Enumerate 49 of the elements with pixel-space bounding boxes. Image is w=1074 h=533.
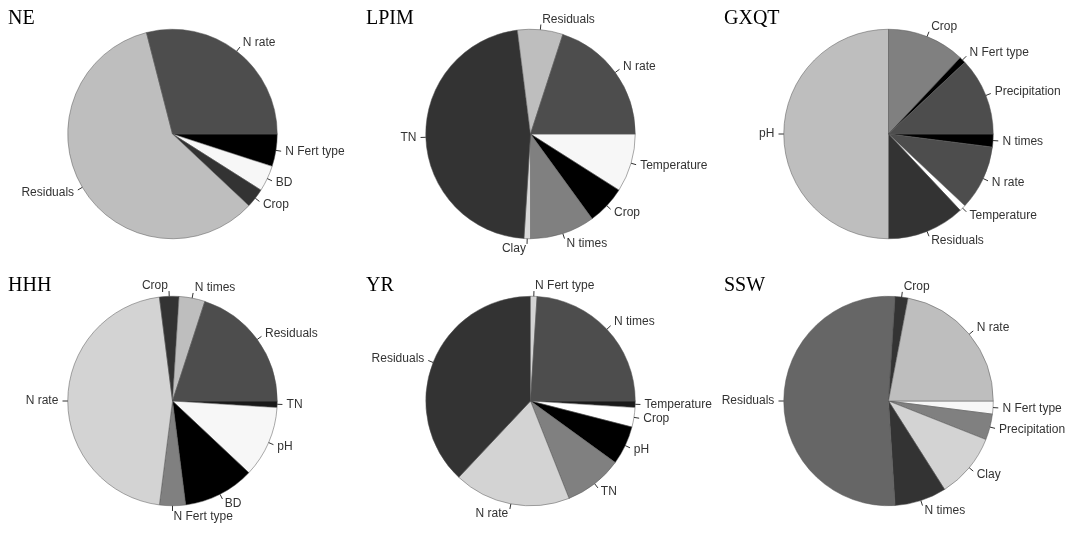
slice-label: Crop <box>141 278 169 293</box>
slice-label: N times <box>194 280 236 295</box>
slice-label: Crop <box>643 411 670 426</box>
slice-label: Clay <box>501 241 526 256</box>
slice-label: N times <box>566 235 608 250</box>
slice-label: N Fert type <box>969 44 1030 59</box>
slice-label: Precipitation <box>999 421 1066 436</box>
slice-label: TN <box>400 129 417 144</box>
slice-label: Crop <box>903 279 931 293</box>
slice-label: N Fert type <box>173 508 234 523</box>
slice-label: N rate <box>242 35 276 50</box>
slice-label: Crop <box>931 19 958 34</box>
slice-label: Residuals <box>542 11 595 26</box>
chart-title: NE <box>8 6 35 29</box>
slice-label: Precipitation <box>994 83 1061 98</box>
slice-label: N rate <box>991 175 1025 190</box>
slice-label: N times <box>1002 133 1044 148</box>
slice-label: Temperature <box>644 396 713 411</box>
slice-label: pH <box>633 442 650 457</box>
slice-label: BD <box>224 495 242 510</box>
chart-title: YR <box>366 273 394 296</box>
slice-label: Clay <box>976 466 1001 481</box>
slice-label: Temperature <box>969 207 1038 222</box>
chart-title: LPIM <box>366 6 414 29</box>
slice-label: N Fert type <box>535 278 595 293</box>
slice-label: N times <box>924 502 966 517</box>
chart-title: HHH <box>8 273 52 296</box>
chart-title: SSW <box>724 273 766 296</box>
slice-label: N rate <box>976 319 1010 334</box>
slice-label: TN <box>600 484 617 499</box>
slice-label: Residuals <box>371 350 425 365</box>
slice-label: Crop <box>262 196 290 211</box>
slice-label: Residuals <box>721 393 775 408</box>
slice-label: N Fert type <box>285 144 345 159</box>
slice-label: BD <box>275 175 293 190</box>
chart-title: GXQT <box>724 6 780 29</box>
slice-label: N rate <box>475 506 509 521</box>
slice-label: N times <box>613 314 655 329</box>
slice-label: pH <box>759 126 775 141</box>
slice-label: N rate <box>25 393 59 408</box>
slice-label: pH <box>277 439 293 454</box>
slice-label: Residuals <box>21 184 75 199</box>
slice-label: TN <box>286 396 303 411</box>
slice-label: Residuals <box>265 325 318 340</box>
slice-label: Temperature <box>640 158 708 173</box>
slice-label: Residuals <box>931 233 984 248</box>
slice-label: Crop <box>613 205 641 220</box>
slice-label: N Fert type <box>1002 400 1063 415</box>
slice-label: N rate <box>623 58 657 73</box>
